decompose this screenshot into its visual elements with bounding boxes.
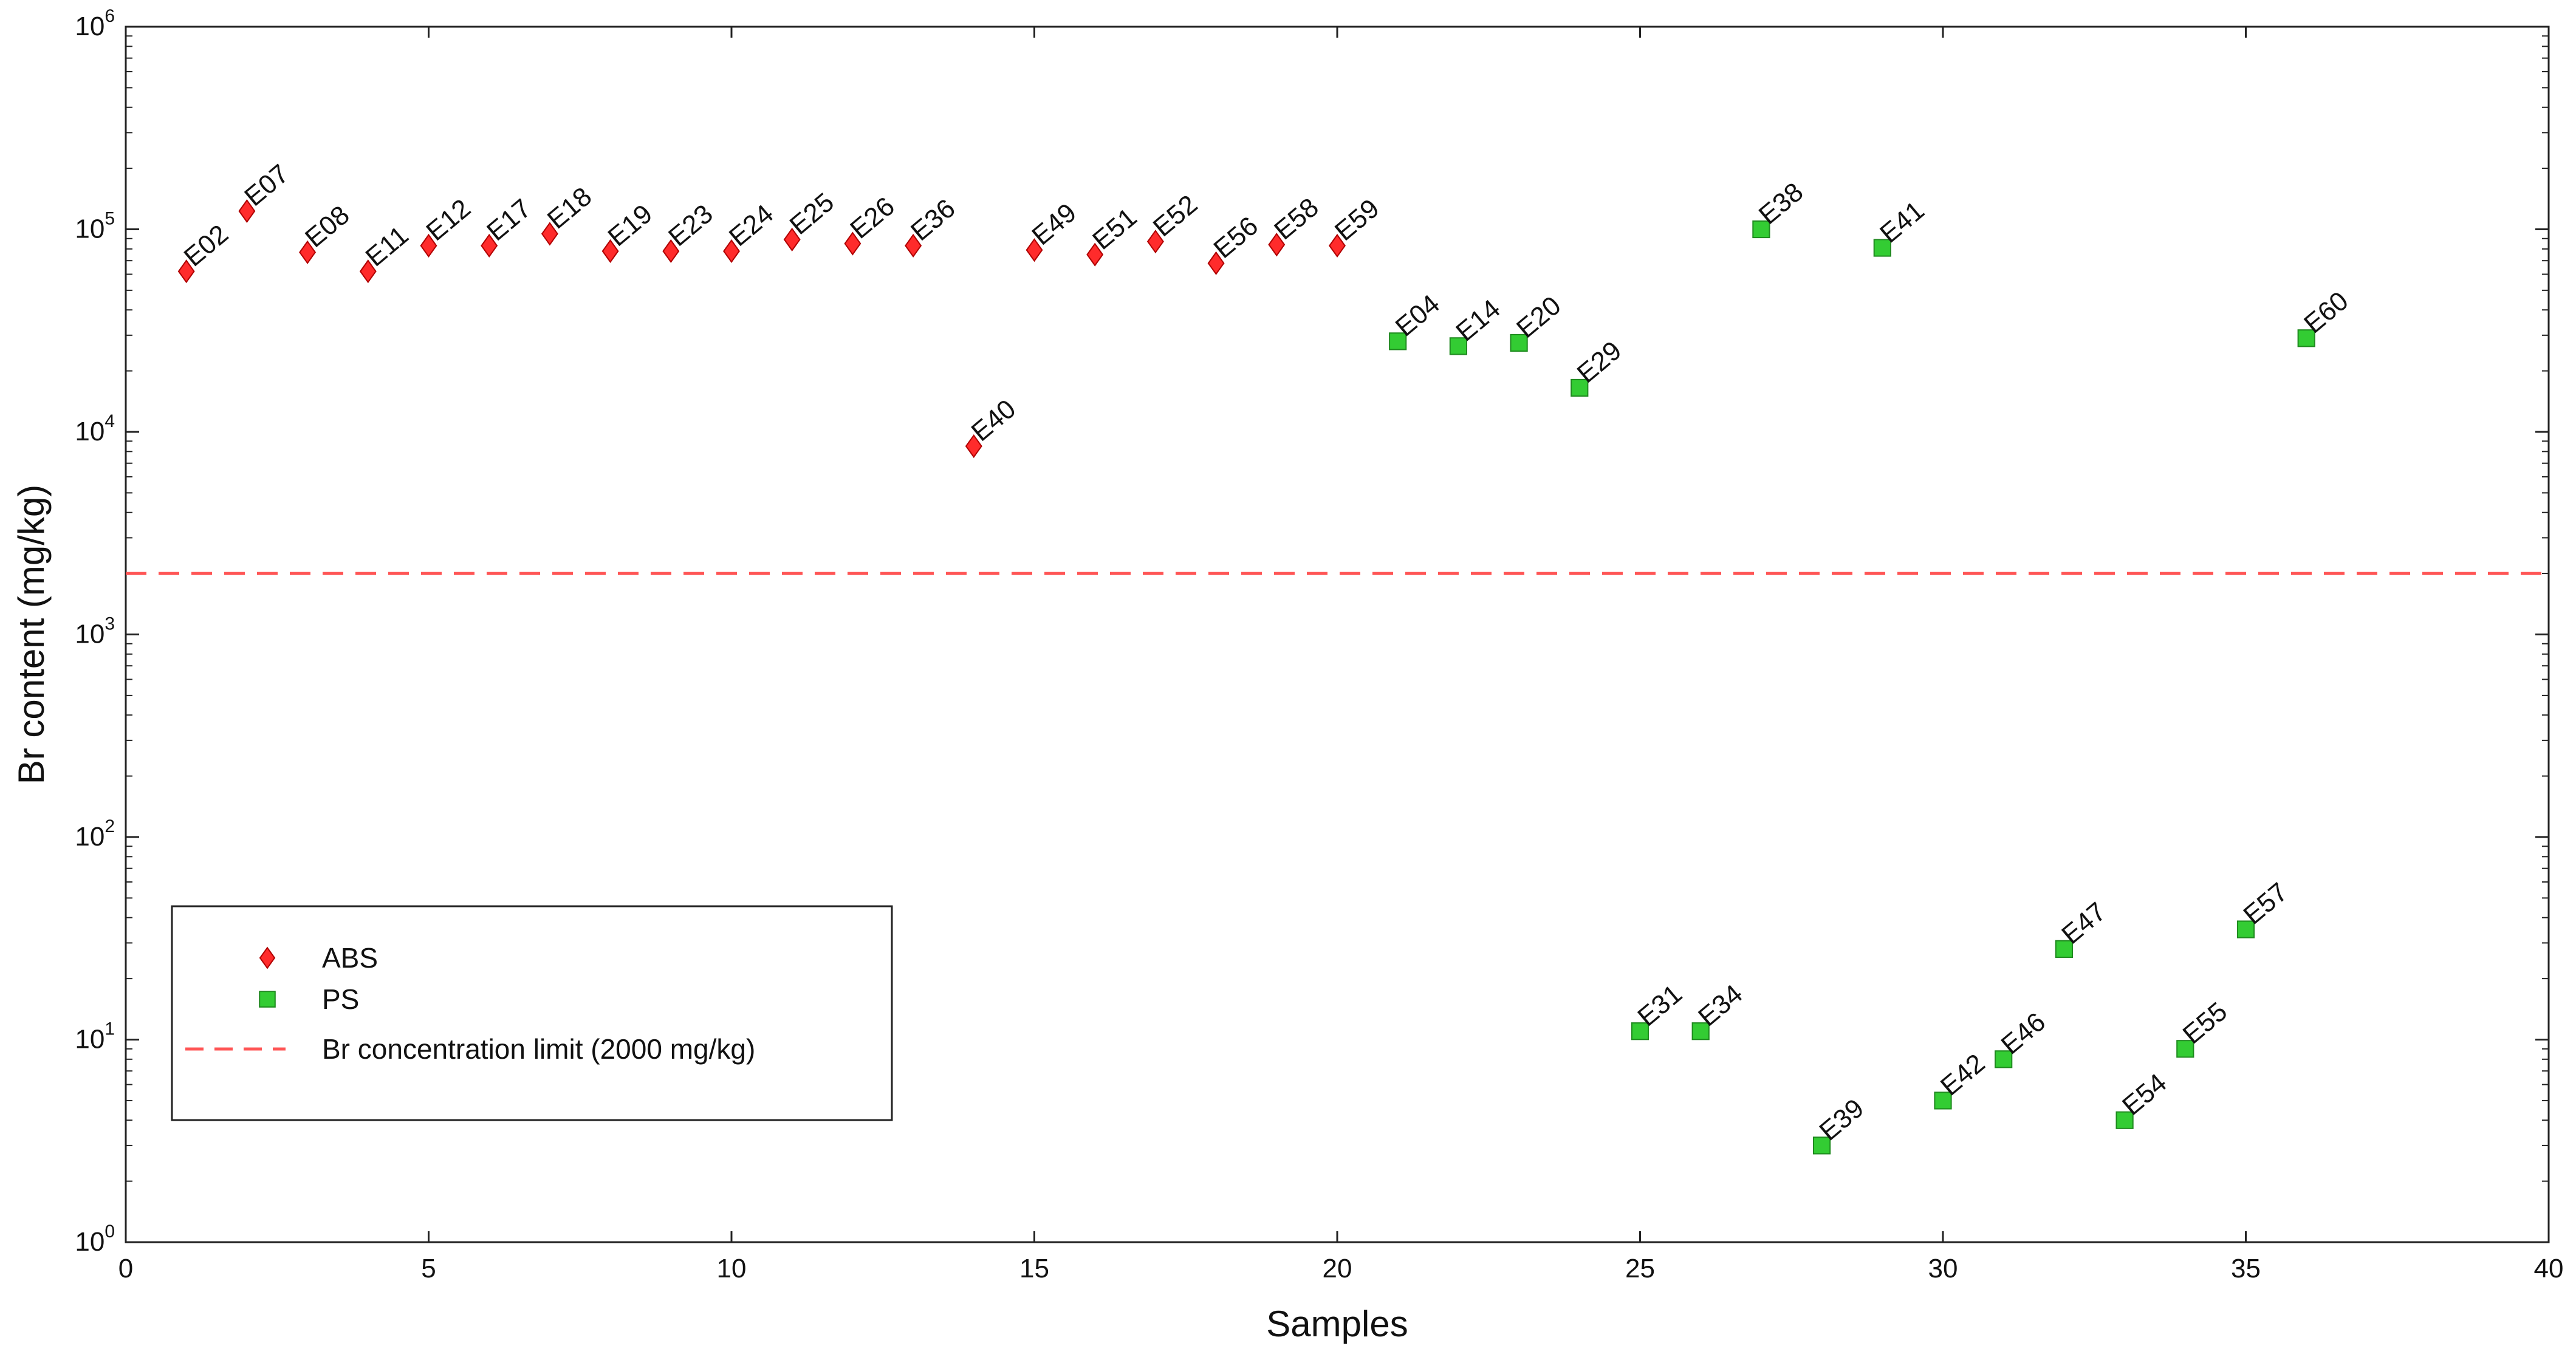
data-point <box>723 239 740 264</box>
data-point <box>541 222 558 246</box>
plot-layer: 0 5 10 15 20 25 30 35 40 100 101 102 103 104 105 106 Sam… <box>11 6 2563 1344</box>
x-tick-label: 0 <box>118 1254 133 1283</box>
x-tick-label: 35 <box>2231 1254 2261 1283</box>
y-tick-label: 105 <box>75 209 115 244</box>
data-point <box>299 240 317 264</box>
data-point <box>1146 230 1164 254</box>
data-point <box>238 199 256 224</box>
data-point <box>2176 1040 2194 1058</box>
data-point <box>2115 1111 2134 1129</box>
data-point <box>1329 233 1346 258</box>
data-point <box>662 239 680 264</box>
data-point <box>965 434 982 459</box>
data-point <box>2236 920 2255 938</box>
data-point <box>1995 1050 2013 1068</box>
y-tick-label: 103 <box>75 614 115 649</box>
data-point <box>1086 242 1104 267</box>
data-point <box>1268 233 1286 257</box>
x-tick-label: 10 <box>717 1254 747 1283</box>
data-point <box>1571 378 1589 397</box>
y-tick-label: 101 <box>75 1019 115 1054</box>
y-tick-label: 106 <box>75 6 115 41</box>
data-point <box>1813 1136 1831 1155</box>
data-point <box>1752 220 1770 239</box>
data-point <box>1510 333 1528 352</box>
x-tick-label: 40 <box>2534 1254 2564 1283</box>
data-point <box>1026 238 1043 262</box>
data-point <box>1934 1092 1952 1110</box>
y-tick-label: 104 <box>75 411 115 446</box>
data-point <box>601 239 619 264</box>
data-point <box>1449 337 1468 355</box>
data-point <box>420 233 437 258</box>
x-tick-label: 20 <box>1323 1254 1352 1283</box>
data-point <box>844 231 862 256</box>
data-point <box>783 227 801 251</box>
data-point <box>905 233 922 258</box>
legend-label: ABS <box>322 942 378 974</box>
data-point <box>359 259 377 284</box>
legend-label: PS <box>322 983 359 1015</box>
data-point <box>1207 251 1225 275</box>
x-tick-label: 25 <box>1625 1254 1655 1283</box>
y-tick-label: 102 <box>75 816 115 852</box>
legend-marker-abs <box>259 946 276 969</box>
data-point <box>1691 1022 1710 1041</box>
y-axis-title: Br content (mg/kg) <box>11 485 52 785</box>
data-point <box>1873 239 1891 257</box>
data-point <box>1389 332 1407 350</box>
data-point <box>177 259 195 284</box>
data-point <box>2055 940 2074 958</box>
legend-box <box>171 905 893 1121</box>
legend: ABS PS Br concentration limit (2000 mg/kg) <box>171 905 893 1121</box>
data-point <box>481 233 498 258</box>
data-point <box>1631 1022 1649 1041</box>
x-tick-label: 5 <box>421 1254 436 1283</box>
x-tick-label: 30 <box>1928 1254 1958 1283</box>
y-tick-label: 100 <box>75 1222 115 1257</box>
x-tick-label: 15 <box>1019 1254 1049 1283</box>
data-point <box>2297 329 2315 347</box>
legend-label: Br concentration limit (2000 mg/kg) <box>322 1033 755 1065</box>
x-axis-title: Samples <box>1266 1304 1408 1344</box>
legend-marker-ps <box>259 991 276 1008</box>
